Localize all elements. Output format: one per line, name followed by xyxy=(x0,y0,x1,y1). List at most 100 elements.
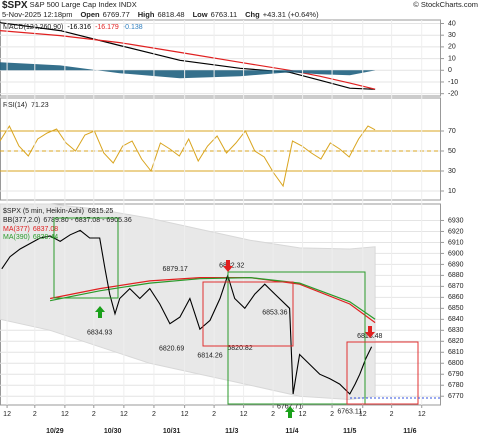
x-tick-label: 12 xyxy=(418,411,426,418)
annotation: 6834.93 xyxy=(87,330,112,337)
y-tick-label: 6910 xyxy=(448,239,464,246)
y-tick-label: 6770 xyxy=(448,393,464,400)
y-tick-label: 6780 xyxy=(448,382,464,389)
x-tick-label: 12 xyxy=(3,411,11,418)
quote-label: Open xyxy=(80,10,100,19)
change-value: +43.31 (+0.64%) xyxy=(263,10,319,19)
y-tick-label: 6920 xyxy=(448,228,464,235)
y-tick-label: 30 xyxy=(448,32,456,39)
y-tick-label: 6830 xyxy=(448,327,464,334)
quote-label: High xyxy=(138,10,155,19)
y-tick-label: 6820 xyxy=(448,338,464,345)
macd-line xyxy=(0,30,376,90)
box xyxy=(202,281,294,347)
y-tick-label: 6880 xyxy=(448,272,464,279)
y-tick-label: 10 xyxy=(448,55,456,62)
annotation: 6820.69 xyxy=(159,345,184,352)
y-tick-label: 30 xyxy=(448,168,456,175)
x-tick-label: 2 xyxy=(330,411,334,418)
macd-line xyxy=(0,22,376,90)
date-label: 11/6 xyxy=(403,428,416,435)
x-tick-label: 2 xyxy=(390,411,394,418)
last-value: -0.138 xyxy=(123,24,143,31)
y-tick-label: -10 xyxy=(448,79,458,86)
up-arrow xyxy=(95,306,105,318)
panel-name: MACD(120,260,90) xyxy=(3,24,63,31)
y-tick-label: 6810 xyxy=(448,349,464,356)
y-tick-label: 6890 xyxy=(448,261,464,268)
date-label: 10/29 xyxy=(46,428,64,435)
last-value: 6815.25 xyxy=(88,208,113,215)
x-tick-label: 12 xyxy=(61,411,69,418)
histogram-area xyxy=(0,62,376,79)
y-tick-label: 6840 xyxy=(448,316,464,323)
arrows xyxy=(95,260,375,418)
down-arrow xyxy=(223,260,233,272)
x-tick-label: 2 xyxy=(152,411,156,418)
quote-value: 6763.11 xyxy=(211,10,238,19)
down-arrow xyxy=(365,326,375,338)
ma-name: MA(390) xyxy=(3,234,30,241)
box xyxy=(346,341,419,405)
y-tick-label: 6900 xyxy=(448,250,464,257)
panel-name: RSI(14) xyxy=(3,102,27,109)
annotation: 6763.11 xyxy=(337,409,362,416)
date-label: 11/3 xyxy=(225,428,238,435)
date-label: 11/4 xyxy=(285,428,298,435)
panel-title: $SPX (5 min, Heikin-Ashi) 6815.25 xyxy=(3,208,113,215)
y-tick-label: 6870 xyxy=(448,283,464,290)
panel-title: RSI(14) 71.23 xyxy=(3,102,49,109)
moving-average xyxy=(49,276,376,320)
x-tick-label: 12 xyxy=(120,411,128,418)
x-tick-label: 2 xyxy=(92,411,96,418)
y-tick-label: 0 xyxy=(448,67,452,74)
drawings xyxy=(53,217,440,405)
y-tick-label: 20 xyxy=(448,44,456,51)
ma-legend: MA(377) 6837.08 xyxy=(3,226,58,233)
y-tick-label: 6860 xyxy=(448,294,464,301)
box xyxy=(53,217,119,299)
y-tick-label: 6930 xyxy=(448,217,464,224)
copyright: © StockCharts.com xyxy=(413,0,478,9)
symbol: $SPX xyxy=(2,0,28,11)
x-tick-label: 2 xyxy=(33,411,37,418)
x-tick-label: 2 xyxy=(271,411,275,418)
last-value: -16.179 xyxy=(95,24,119,31)
box xyxy=(227,271,366,405)
quote-label: Low xyxy=(193,10,208,19)
y-tick-label: 6850 xyxy=(448,305,464,312)
band-values: 6789.80 - 6837.08 - 6905.36 xyxy=(43,217,131,224)
index-name: S&P 500 Large Cap Index xyxy=(30,0,117,9)
ma-name: MA(377) xyxy=(3,226,30,233)
header-line: $SPX S&P 500 Large Cap Index INDX xyxy=(2,0,137,11)
ma-legend: MA(390) 6839.44 xyxy=(3,234,58,241)
x-tick-label: 12 xyxy=(181,411,189,418)
y-tick-label: 10 xyxy=(448,188,456,195)
date-label: 11/5 xyxy=(343,428,356,435)
quote-line: 5-Nov-2025 12:18pm Open 6769.77 High 6818.48… xyxy=(2,10,319,19)
change-label: Chg xyxy=(245,10,260,19)
rsi-line xyxy=(0,124,376,188)
date-label: 10/30 xyxy=(104,428,122,435)
x-tick-label: 2 xyxy=(212,411,216,418)
x-tick-label: 12 xyxy=(299,411,307,418)
quote-value: 6818.48 xyxy=(157,10,184,19)
quote-value: 6769.77 xyxy=(103,10,130,19)
y-tick-label: 6800 xyxy=(448,360,464,367)
ma-last: 6837.08 xyxy=(33,226,58,233)
date: 5-Nov-2025 12:18pm xyxy=(2,10,72,19)
band-legend: BB(377,2.0) 6789.80 - 6837.08 - 6905.36 xyxy=(3,217,132,224)
band-name: BB(377,2.0) xyxy=(3,217,40,224)
exchange: INDX xyxy=(119,0,137,9)
plots: 40 30 20 10 0 -10 -20 MACD(120,260,90) -16.316 -1… xyxy=(0,19,464,435)
annotation: 6820.82 xyxy=(227,345,252,352)
price-line xyxy=(1,229,373,395)
y-tick-label: 6790 xyxy=(448,371,464,378)
panel-frame xyxy=(0,19,441,97)
ma-last: 6839.44 xyxy=(33,234,58,241)
date-label: 10/31 xyxy=(163,428,181,435)
up-arrow xyxy=(285,406,295,418)
y-tick-label: 70 xyxy=(448,128,456,135)
